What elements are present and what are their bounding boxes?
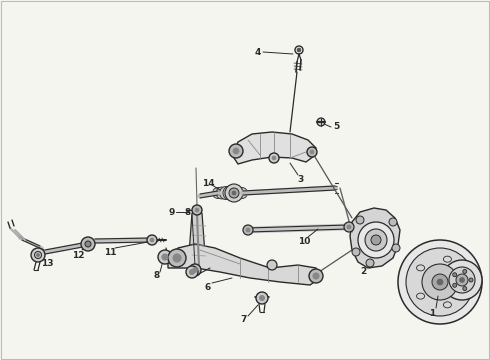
Circle shape: [442, 260, 482, 300]
Text: 8: 8: [185, 207, 191, 216]
Text: 10: 10: [298, 237, 310, 246]
Circle shape: [189, 264, 201, 276]
Circle shape: [162, 254, 168, 260]
Circle shape: [267, 260, 277, 270]
Circle shape: [195, 208, 199, 212]
Circle shape: [365, 229, 387, 251]
Circle shape: [366, 259, 374, 267]
Circle shape: [225, 184, 243, 202]
Circle shape: [229, 188, 239, 198]
Text: 11: 11: [104, 248, 116, 257]
Circle shape: [352, 248, 360, 256]
Circle shape: [216, 187, 228, 199]
Circle shape: [371, 235, 381, 245]
Circle shape: [246, 228, 250, 232]
Circle shape: [220, 186, 232, 199]
Circle shape: [347, 225, 351, 229]
Circle shape: [344, 222, 354, 232]
Circle shape: [223, 186, 237, 200]
Circle shape: [168, 249, 186, 267]
Circle shape: [85, 241, 91, 247]
Circle shape: [237, 188, 247, 198]
Polygon shape: [232, 132, 316, 164]
Circle shape: [213, 188, 223, 198]
Circle shape: [186, 266, 198, 278]
Text: 7: 7: [241, 315, 247, 324]
Circle shape: [243, 225, 253, 235]
Circle shape: [190, 270, 195, 274]
Circle shape: [193, 267, 197, 273]
Polygon shape: [188, 213, 206, 268]
Circle shape: [317, 118, 325, 126]
Circle shape: [453, 283, 457, 287]
Text: 13: 13: [41, 258, 53, 267]
Circle shape: [173, 254, 181, 262]
Circle shape: [227, 186, 241, 199]
Circle shape: [398, 240, 482, 324]
Circle shape: [392, 244, 400, 252]
Circle shape: [233, 148, 239, 154]
Text: 8: 8: [154, 271, 160, 280]
Circle shape: [269, 153, 279, 163]
Text: 6: 6: [205, 283, 211, 292]
Circle shape: [150, 238, 154, 242]
Circle shape: [229, 144, 243, 158]
Circle shape: [463, 287, 467, 291]
Circle shape: [456, 274, 468, 286]
Circle shape: [256, 292, 268, 304]
Text: 1: 1: [429, 309, 435, 318]
Text: 2: 2: [360, 267, 366, 276]
Circle shape: [358, 222, 394, 258]
Circle shape: [192, 205, 202, 215]
Circle shape: [36, 253, 40, 257]
Circle shape: [356, 216, 364, 224]
Circle shape: [232, 191, 236, 195]
Circle shape: [307, 147, 317, 157]
Circle shape: [158, 250, 172, 264]
Polygon shape: [168, 244, 320, 285]
Circle shape: [453, 273, 457, 277]
Circle shape: [432, 274, 448, 290]
Circle shape: [463, 269, 467, 274]
Circle shape: [310, 150, 314, 154]
Circle shape: [31, 248, 45, 262]
Text: 3: 3: [297, 175, 303, 184]
Polygon shape: [350, 208, 400, 268]
Circle shape: [309, 269, 323, 283]
Text: 9: 9: [169, 207, 175, 216]
Text: 14: 14: [202, 179, 214, 188]
Circle shape: [449, 267, 475, 293]
Circle shape: [272, 156, 276, 160]
Circle shape: [389, 218, 397, 226]
Circle shape: [422, 264, 458, 300]
Circle shape: [437, 279, 443, 285]
Circle shape: [81, 237, 95, 251]
Circle shape: [469, 278, 473, 282]
Text: 5: 5: [333, 122, 339, 131]
Circle shape: [460, 278, 465, 283]
Circle shape: [313, 273, 319, 279]
Text: 12: 12: [72, 251, 84, 260]
Circle shape: [232, 187, 244, 199]
Circle shape: [406, 248, 474, 316]
Circle shape: [34, 252, 42, 258]
Circle shape: [260, 296, 265, 301]
Circle shape: [297, 48, 301, 52]
Circle shape: [147, 235, 157, 245]
Text: 4: 4: [255, 48, 261, 57]
